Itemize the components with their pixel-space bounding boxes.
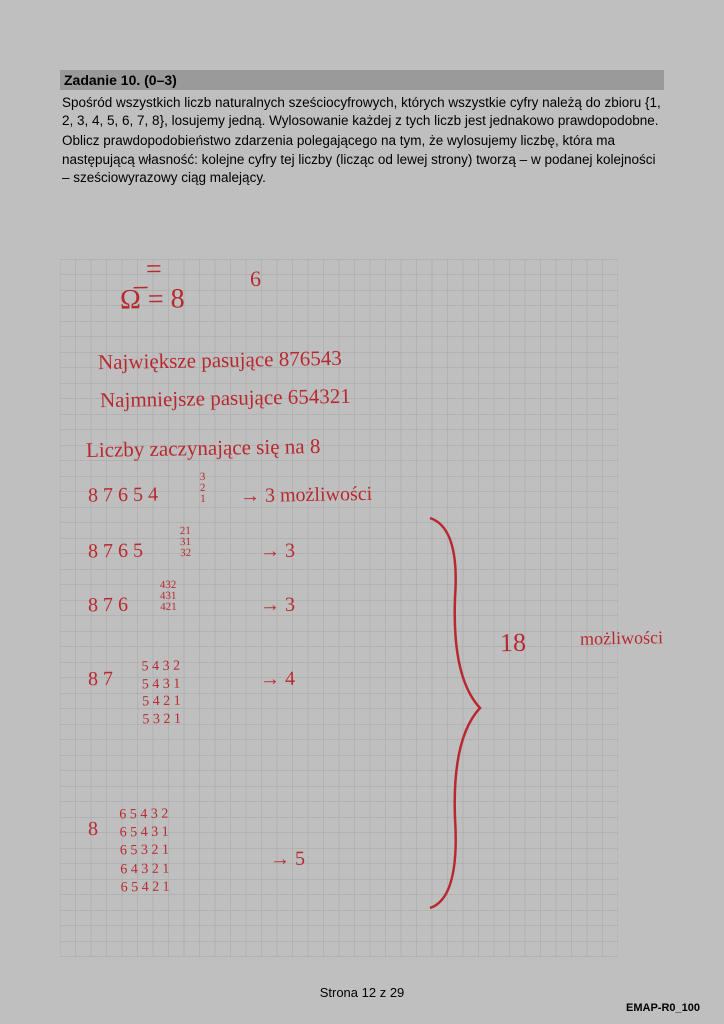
exam-page: Zadanie 10. (0–3) Spośród wszystkich lic… (60, 70, 664, 189)
problem-title: Zadanie 10. (0–3) (64, 72, 177, 88)
doc-code: EMAP-R0_100 (626, 1002, 700, 1014)
problem-header: Zadanie 10. (0–3) (60, 70, 664, 90)
page-number: Strona 12 z 29 (320, 985, 405, 1000)
problem-paragraph-1: Spośród wszystkich liczb naturalnych sze… (62, 94, 662, 130)
problem-text: Spośród wszystkich liczb naturalnych sze… (60, 94, 664, 187)
answer-grid (60, 258, 618, 958)
problem-paragraph-2: Oblicz prawdopodobieństwo zdarzenia pole… (62, 132, 662, 187)
page-footer: Strona 12 z 29 (0, 985, 724, 1000)
